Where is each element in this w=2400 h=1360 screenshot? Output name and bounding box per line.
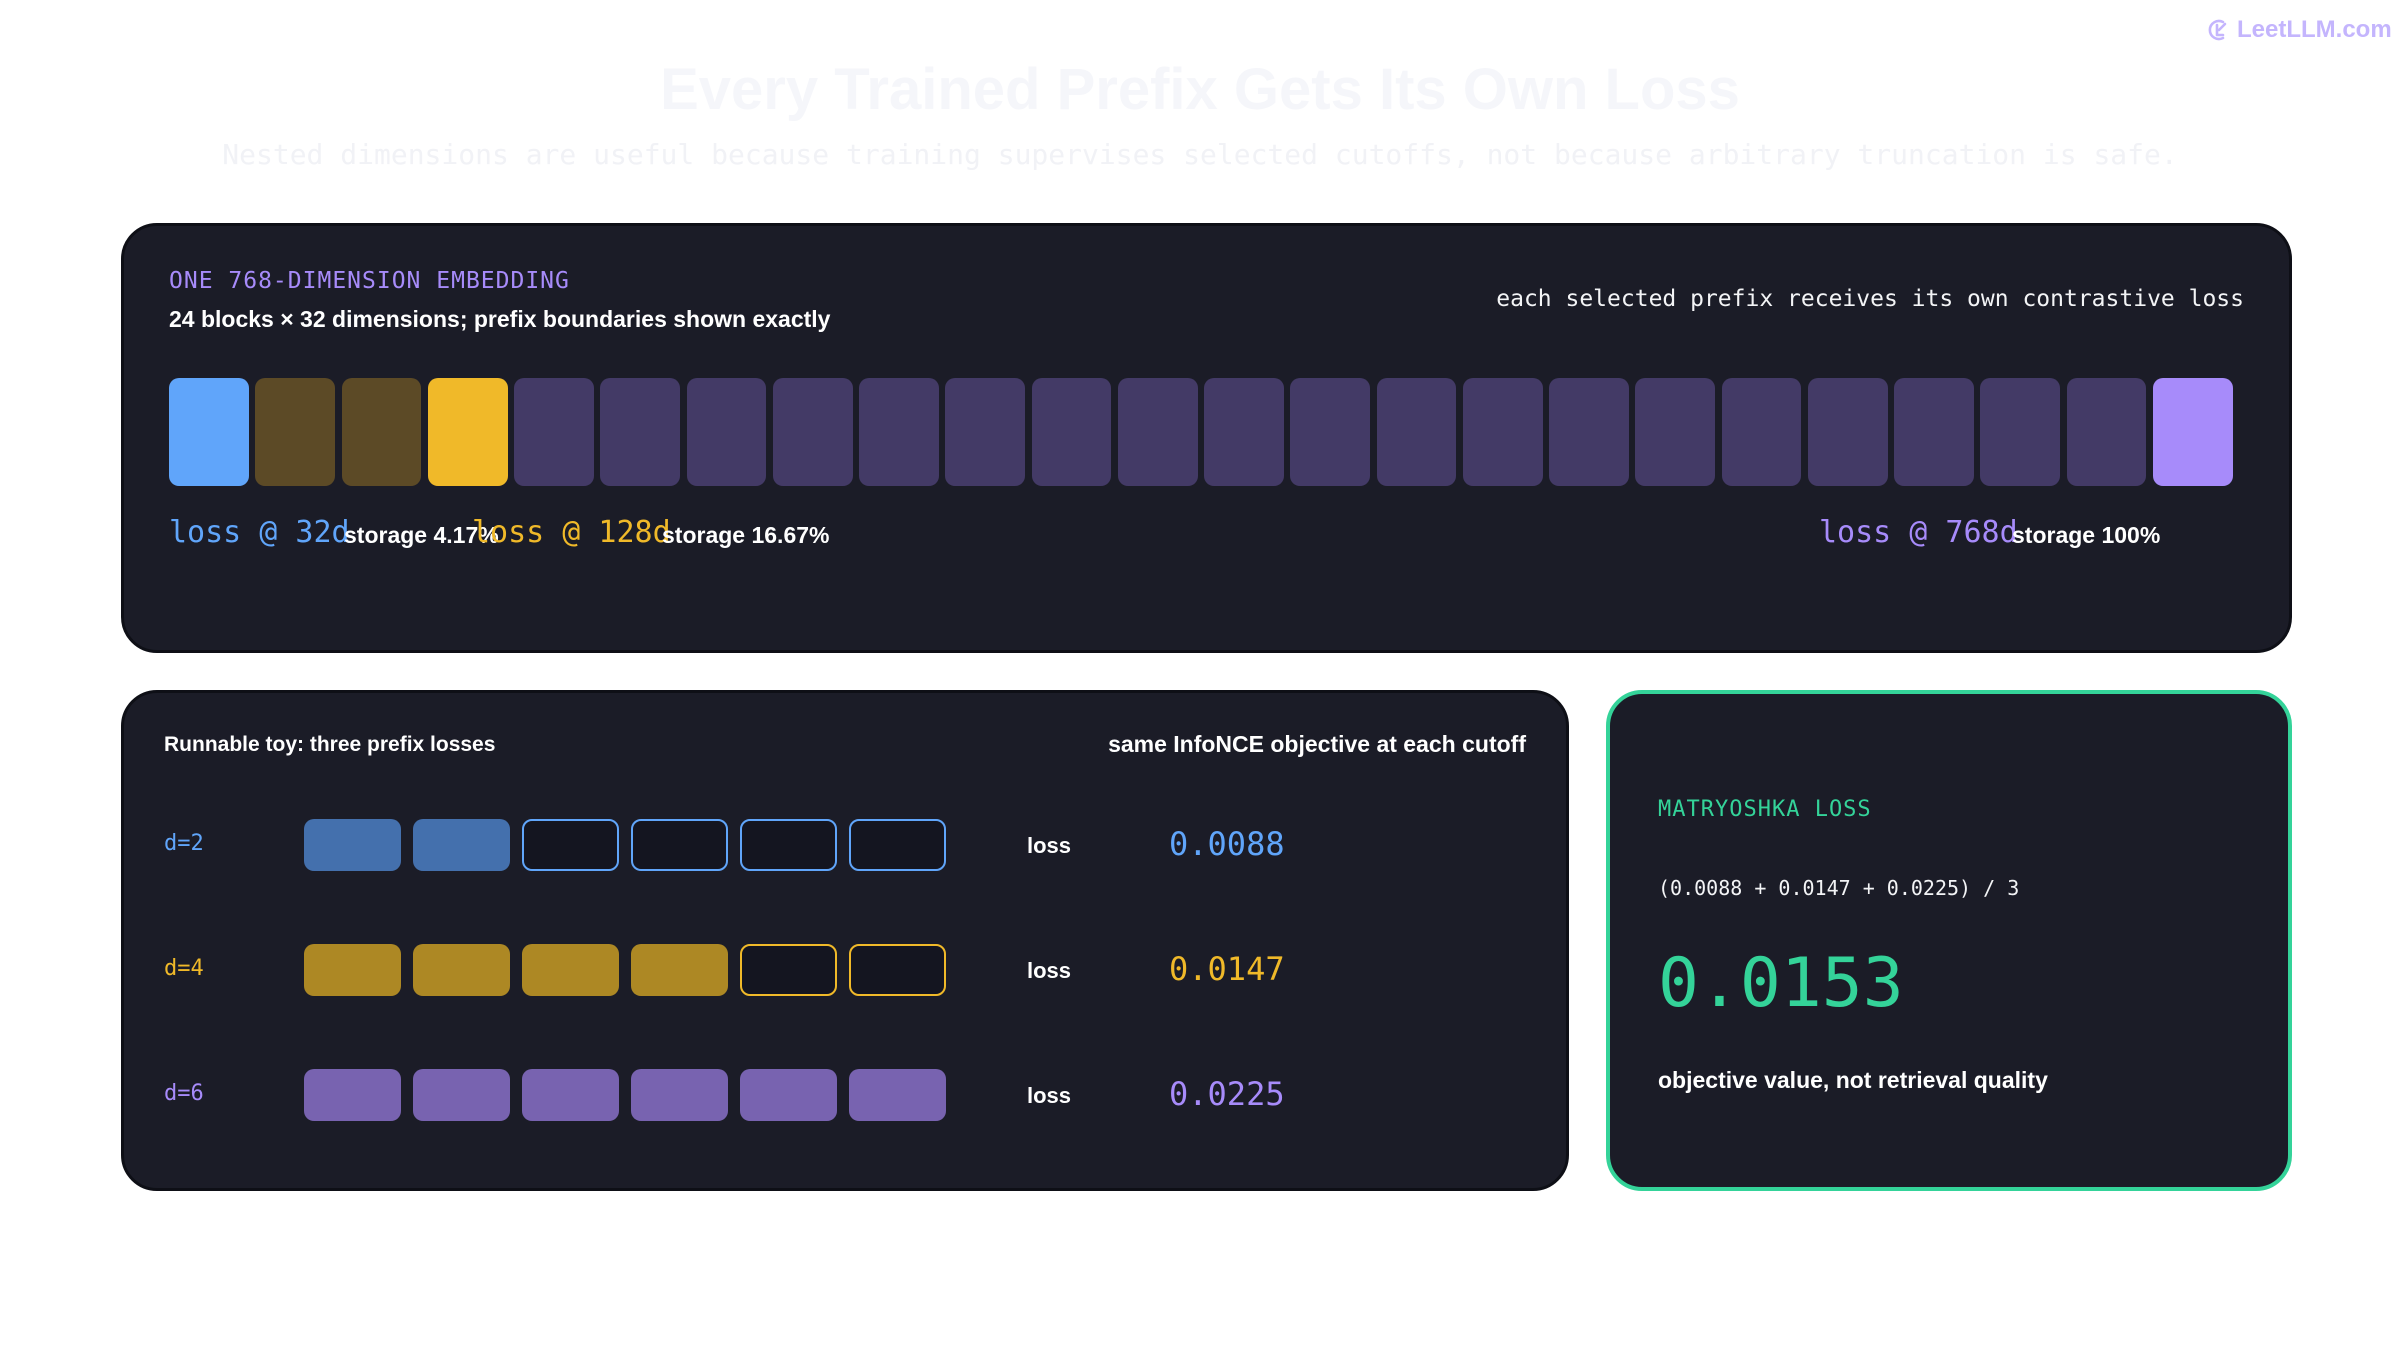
embedding-block — [1376, 378, 1457, 486]
toy-row-loss-word: loss — [1027, 1083, 1072, 1108]
toy-dimension-cell-inactive — [522, 819, 619, 871]
embedding-block — [341, 378, 422, 486]
embedding-block — [1290, 378, 1370, 486]
toy-row-loss-value: 0.0225 — [1169, 1075, 1285, 1113]
toy-row-loss-value: 0.0147 — [1169, 950, 1285, 988]
toy-note: same InfoNCE objective at each cutoff — [1108, 731, 1526, 757]
toy-dimension-cell-inactive — [849, 819, 946, 871]
result-value: 0.0153 — [1658, 944, 1904, 1023]
matryoshka-loss-panel: MATRYOSHKA LOSS (0.0088 + 0.0147 + 0.022… — [1606, 690, 2292, 1191]
toy-row: d=4 loss 0.0147 — [124, 944, 1572, 996]
embedding-block — [427, 378, 508, 486]
embedding-block — [600, 378, 680, 486]
toy-dimension-cell-inactive — [849, 944, 946, 996]
embedding-block — [859, 378, 939, 486]
embedding-kicker: ONE 768-DIMENSION EMBEDDING — [169, 268, 570, 294]
page-subtitle: Nested dimensions are useful because tra… — [222, 138, 2178, 171]
toy-row-loss-value: 0.0088 — [1169, 825, 1285, 863]
prefix-storage-label: storage 4.17% — [344, 522, 499, 548]
page-title: Every Trained Prefix Gets Its Own Loss — [660, 57, 1740, 122]
embedding-block — [2066, 378, 2147, 486]
embedding-block — [1031, 378, 1112, 486]
leetllm-logo-icon — [2208, 19, 2227, 41]
result-caption: objective value, not retrieval quality — [1658, 1067, 2048, 1093]
embedding-block — [169, 378, 249, 486]
prefix-loss-label: loss @ 32d — [169, 515, 350, 550]
toy-dimension-cell-active — [304, 819, 401, 871]
toy-title: Runnable toy: three prefix losses — [164, 733, 496, 756]
toy-row-label: d=2 — [164, 831, 204, 856]
toy-dimension-cell-active — [740, 1069, 837, 1121]
toy-row-loss-word: loss — [1027, 833, 1072, 858]
embedding-block — [1549, 378, 1629, 486]
toy-row-label: d=6 — [164, 1081, 204, 1106]
toy-dimension-cell-active — [849, 1069, 946, 1121]
embedding-block — [255, 378, 335, 486]
embedding-block — [772, 378, 853, 486]
embedding-block — [1635, 378, 1715, 486]
prefix-storage-label: storage 100% — [2012, 522, 2161, 548]
toy-dimension-cell-active — [631, 944, 728, 996]
embedding-panel: ONE 768-DIMENSION EMBEDDING 24 blocks × … — [121, 223, 2292, 653]
embedding-block — [514, 378, 594, 486]
toy-dimension-cell-active — [304, 1069, 401, 1121]
toy-dimension-cell-inactive — [631, 819, 728, 871]
toy-dimension-cell-active — [631, 1069, 728, 1121]
toy-dimension-cell-active — [304, 944, 401, 996]
result-kicker: MATRYOSHKA LOSS — [1658, 797, 1872, 822]
toy-dimension-cell-active — [413, 1069, 510, 1121]
embedding-block — [1980, 378, 2060, 486]
embedding-block — [945, 378, 1025, 486]
embedding-block — [1204, 378, 1284, 486]
toy-row: d=6 loss 0.0225 — [124, 1069, 1572, 1121]
embedding-block — [2152, 378, 2233, 486]
prefix-loss-label: loss @ 128d — [472, 515, 671, 550]
result-formula: (0.0088 + 0.0147 + 0.0225) / 3 — [1658, 876, 2020, 900]
embedding-block — [1462, 378, 1543, 486]
embedding-note: each selected prefix receives its own co… — [1496, 286, 2244, 312]
brand-logo[interactable]: LeetLLM.com — [2205, 14, 2392, 46]
prefix-loss-label: loss @ 768d — [1819, 515, 2018, 550]
embedding-block — [686, 378, 767, 486]
embedding-block — [1894, 378, 1974, 486]
toy-row-loss-word: loss — [1027, 958, 1072, 983]
prefix-storage-label: storage 16.67% — [662, 522, 830, 548]
brand-name: LeetLLM.com — [2237, 16, 2392, 43]
toy-dimension-cell-active — [413, 819, 510, 871]
toy-dimension-cell-active — [413, 944, 510, 996]
embedding-block-strip — [169, 378, 2239, 486]
embedding-subtitle: 24 blocks × 32 dimensions; prefix bounda… — [169, 306, 831, 332]
toy-dimension-cell-active — [522, 944, 619, 996]
toy-dimension-cell-inactive — [740, 819, 837, 871]
toy-row: d=2 loss 0.0088 — [124, 819, 1572, 871]
embedding-block — [1117, 378, 1198, 486]
toy-dimension-cell-inactive — [740, 944, 837, 996]
embedding-block — [1807, 378, 1888, 486]
toy-row-label: d=4 — [164, 956, 204, 981]
toy-panel: Runnable toy: three prefix losses same I… — [121, 690, 1569, 1191]
embedding-block — [1721, 378, 1802, 486]
toy-dimension-cell-active — [522, 1069, 619, 1121]
